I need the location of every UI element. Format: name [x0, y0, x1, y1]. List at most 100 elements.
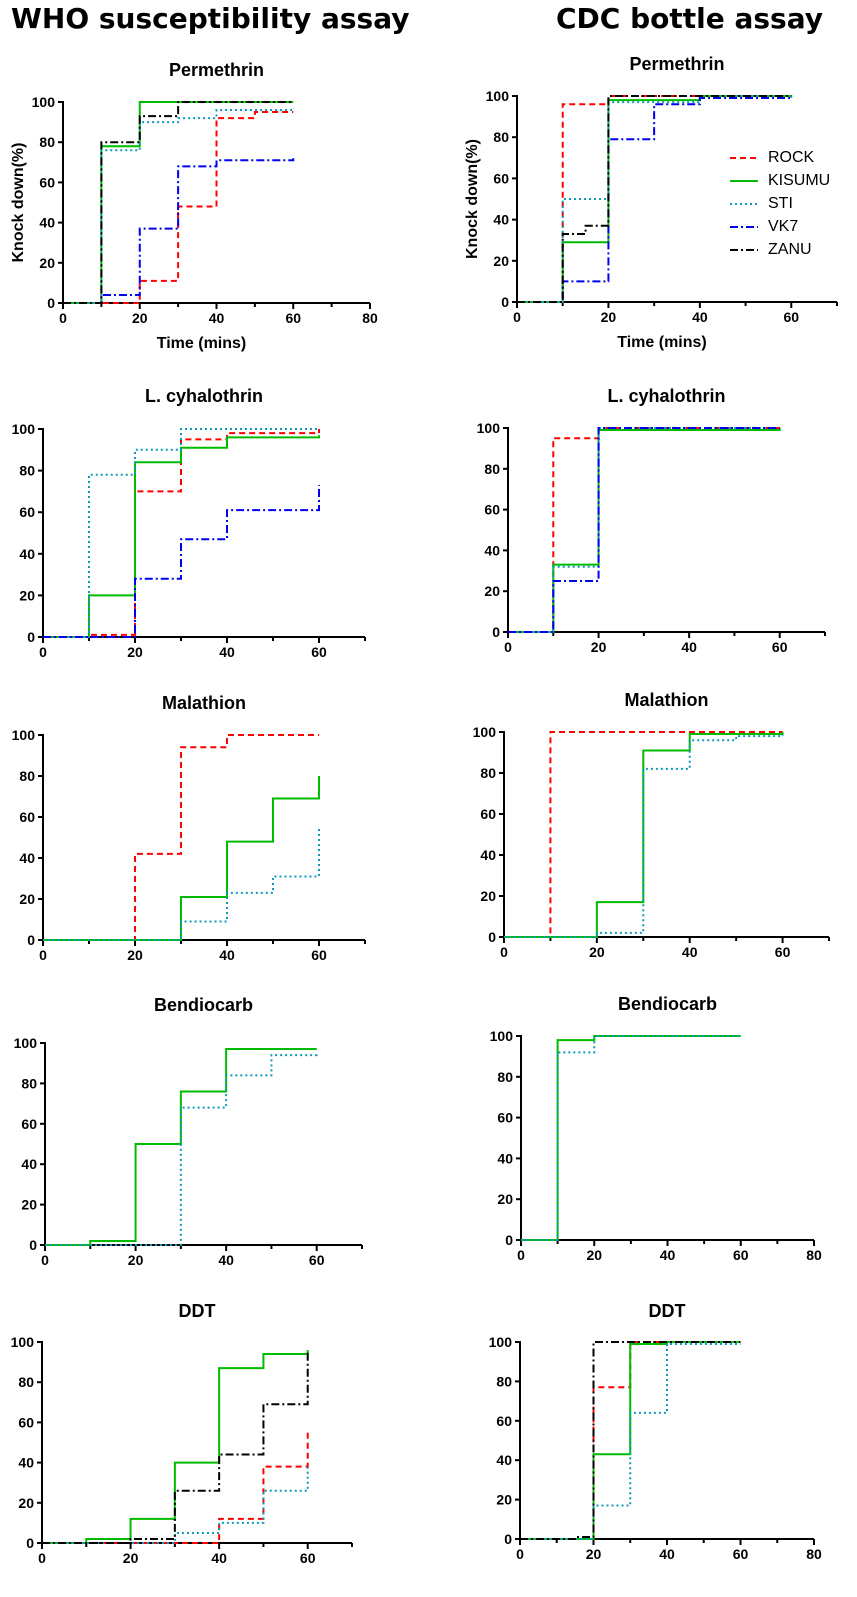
who-malathion-title: Malathion	[162, 693, 246, 713]
cdc-malathion-x-tick-label: 60	[775, 944, 791, 960]
cdc-lcyhalothrin-y-tick-label: 100	[477, 420, 501, 436]
who-bendiocarb-x-tick-label: 20	[128, 1252, 144, 1268]
who-lcyhalothrin-title: L. cyhalothrin	[145, 386, 263, 406]
who-malathion-y-tick-label: 40	[19, 850, 35, 866]
who-ddt-x-tick-label: 60	[300, 1550, 316, 1566]
cdc-bendiocarb-y-tick-label: 60	[497, 1110, 513, 1126]
cdc-bendiocarb-series-kisumu	[521, 1035, 741, 1241]
who-bendiocarb-y-tick-label: 60	[21, 1116, 37, 1132]
who-permethrin-y-tick-label: 0	[47, 295, 55, 311]
legend-label: KISUMU	[768, 171, 831, 189]
who-malathion-y-tick-label: 0	[27, 932, 35, 948]
cdc-bendiocarb-y-tick-label: 20	[497, 1191, 513, 1207]
who-malathion-y-tick-label: 60	[19, 809, 35, 825]
cdc-permethrin-y-tick-label: 40	[493, 212, 509, 228]
who-column-title: WHO susceptibility assay	[11, 2, 410, 35]
cdc-permethrin-y-tick-label: 0	[501, 294, 509, 310]
cdc-permethrin-series-zanu	[517, 95, 792, 303]
who-ddt-y-tick-label: 60	[18, 1414, 34, 1430]
who-lcyhalothrin-y-tick-label: 40	[19, 546, 35, 562]
cdc-ddt-x-tick-label: 60	[733, 1546, 749, 1562]
cdc-ddt-y-tick-label: 80	[496, 1373, 512, 1389]
who-lcyhalothrin-x-tick-label: 60	[311, 644, 327, 660]
cdc-permethrin-y-tick-label: 80	[493, 129, 509, 145]
cdc-malathion-series-sti	[504, 734, 784, 938]
who-lcyhalothrin-x-tick-label: 20	[127, 644, 143, 660]
legend-label: STI	[768, 194, 793, 212]
cdc-permethrin-y-tick-label: 100	[486, 88, 510, 104]
legend-line-swatch	[730, 225, 758, 228]
who-permethrin-y-tick-label: 80	[39, 134, 55, 150]
who-ddt-series-kisumu	[42, 1350, 309, 1544]
cdc-bendiocarb-y-tick-label: 80	[497, 1069, 513, 1085]
who-permethrin-y-tick-label: 100	[32, 94, 56, 110]
cdc-bendiocarb-x-tick-label: 60	[733, 1247, 749, 1263]
who-permethrin-x-tick-label: 0	[59, 310, 67, 326]
cdc-malathion-y-tick-label: 60	[480, 806, 496, 822]
cdc-ddt-x-tick-label: 20	[586, 1546, 602, 1562]
cdc-malathion-title: Malathion	[625, 690, 709, 710]
who-bendiocarb-x-tick-label: 60	[309, 1252, 325, 1268]
who-ddt-series-sti	[42, 1466, 309, 1544]
cdc-malathion-x-tick-label: 0	[500, 944, 508, 960]
who-ddt-series-zanu	[42, 1350, 309, 1544]
who-permethrin-series-vk7	[63, 158, 295, 304]
cdc-lcyhalothrin-x-tick-label: 40	[681, 639, 697, 655]
who-permethrin-y-tick-label: 40	[39, 215, 55, 231]
cdc-lcyhalothrin-y-tick-label: 20	[484, 583, 500, 599]
cdc-lcyhalothrin-y-tick-label: 0	[492, 624, 500, 640]
cdc-malathion-y-tick-label: 0	[488, 929, 496, 945]
cdc-permethrin-x-tick-label: 0	[513, 309, 521, 325]
cdc-bendiocarb-series-sti	[521, 1035, 741, 1241]
who-malathion-x-tick-label: 0	[39, 947, 47, 963]
cdc-ddt-y-tick-label: 40	[496, 1452, 512, 1468]
who-ddt-x-tick-label: 20	[123, 1550, 139, 1566]
who-permethrin-x-tick-label: 20	[132, 310, 148, 326]
cdc-lcyhalothrin-x-tick-label: 60	[772, 639, 788, 655]
who-bendiocarb-y-tick-label: 0	[29, 1237, 37, 1253]
who-lcyhalothrin-y-tick-label: 80	[19, 463, 35, 479]
who-ddt-y-tick-label: 0	[26, 1535, 34, 1551]
cdc-lcyhalothrin-x-tick-label: 0	[504, 639, 512, 655]
legend-item-rock: ROCK	[730, 146, 830, 169]
who-permethrin-title: Permethrin	[169, 60, 264, 80]
who-ddt-y-tick-label: 100	[11, 1334, 35, 1350]
who-permethrin-y-tick-label: 20	[39, 255, 55, 271]
legend-label: ZANU	[768, 240, 812, 258]
who-bendiocarb-y-tick-label: 40	[21, 1156, 37, 1172]
legend-item-sti: STI	[730, 192, 830, 215]
cdc-ddt-series-kisumu	[520, 1341, 741, 1540]
cdc-bendiocarb-x-tick-label: 20	[586, 1247, 602, 1263]
cdc-malathion-series-kisumu	[504, 732, 784, 938]
who-malathion-x-tick-label: 40	[219, 947, 235, 963]
cdc-malathion-y-tick-label: 100	[473, 724, 497, 740]
cdc-ddt-y-tick-label: 20	[496, 1492, 512, 1508]
who-ddt-title: DDT	[179, 1301, 216, 1321]
cdc-column-title: CDC bottle assay	[556, 2, 823, 35]
cdc-ddt-series-sti	[520, 1342, 741, 1540]
who-bendiocarb-title: Bendiocarb	[154, 995, 253, 1015]
legend-line-swatch	[730, 156, 758, 159]
cdc-malathion-y-tick-label: 80	[480, 765, 496, 781]
who-ddt-x-tick-label: 0	[38, 1550, 46, 1566]
who-lcyhalothrin-x-tick-label: 40	[219, 644, 235, 660]
cdc-ddt-y-tick-label: 0	[504, 1531, 512, 1547]
who-lcyhalothrin-series-vk7	[43, 485, 320, 638]
who-ddt-y-tick-label: 40	[18, 1455, 34, 1471]
who-lcyhalothrin-y-tick-label: 60	[19, 504, 35, 520]
cdc-permethrin-title: Permethrin	[629, 54, 724, 74]
cdc-malathion-y-tick-label: 20	[480, 888, 496, 904]
legend-item-kisumu: KISUMU	[730, 169, 830, 192]
cdc-permethrin-series-vk7	[517, 97, 792, 303]
who-permethrin-series-rock	[63, 111, 294, 304]
who-malathion-x-tick-label: 20	[127, 947, 143, 963]
cdc-malathion-x-tick-label: 40	[682, 944, 698, 960]
cdc-ddt-x-tick-label: 80	[806, 1546, 822, 1562]
cdc-lcyhalothrin-series-vk7	[508, 427, 780, 633]
cdc-lcyhalothrin-y-tick-label: 40	[484, 542, 500, 558]
who-bendiocarb-y-tick-label: 100	[14, 1035, 38, 1051]
cdc-lcyhalothrin-y-tick-label: 60	[484, 502, 500, 518]
who-bendiocarb-x-tick-label: 0	[41, 1252, 49, 1268]
cdc-ddt-x-tick-label: 0	[516, 1546, 524, 1562]
